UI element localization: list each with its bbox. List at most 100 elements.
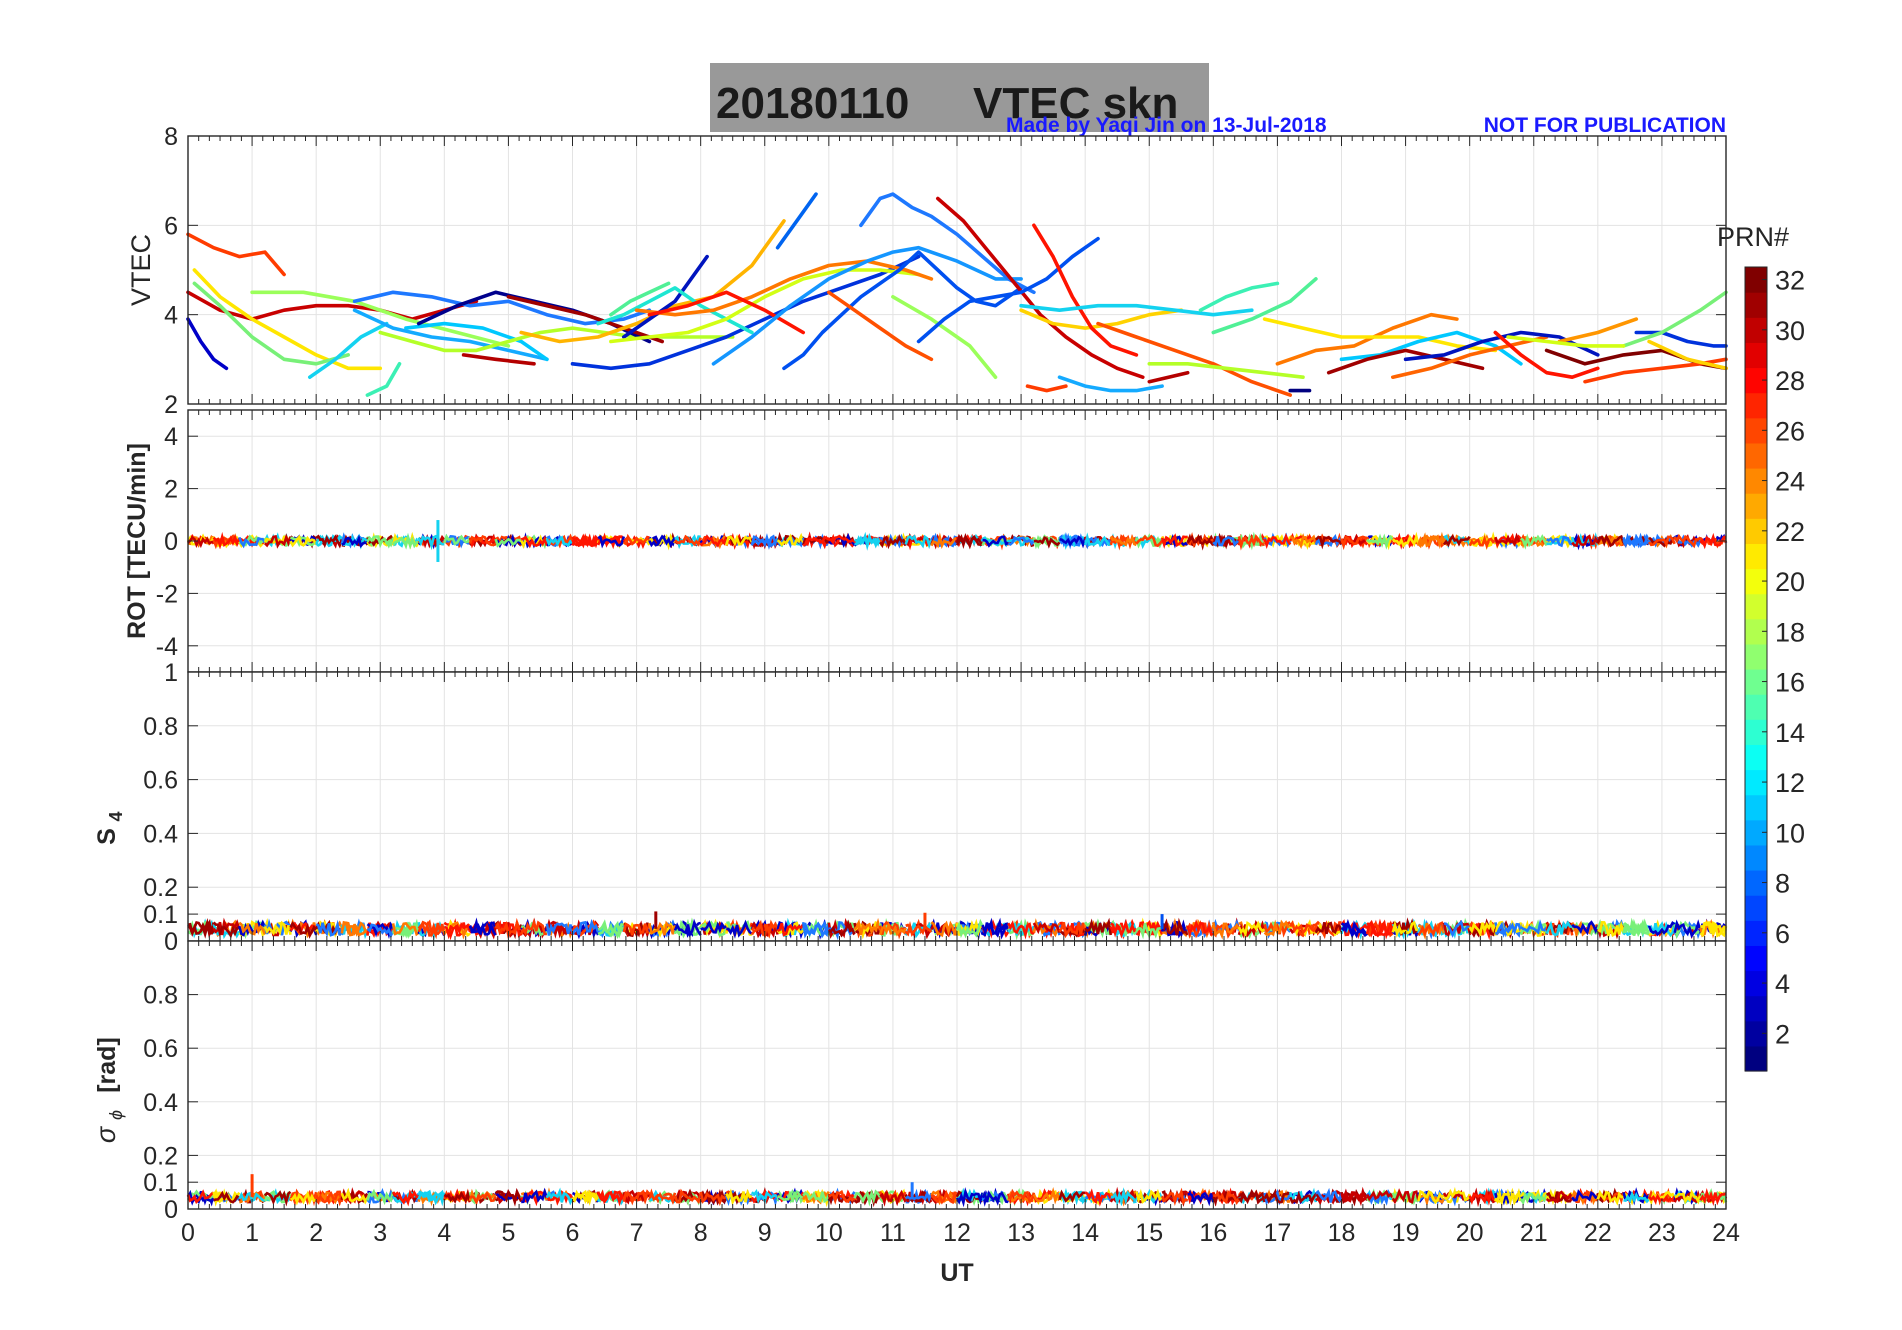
x-tick-label: 24	[1712, 1219, 1740, 1247]
noise-trace	[1545, 920, 1573, 937]
noise-trace	[1520, 533, 1548, 550]
colorbar-swatch	[1745, 744, 1767, 771]
noise-trace	[673, 918, 702, 938]
vtec-series-prn-12	[307, 321, 389, 380]
x-tick-label: 1	[245, 1219, 259, 1247]
noise-trace	[725, 534, 754, 547]
noise-trace	[1673, 920, 1701, 940]
noise-trace	[828, 921, 856, 941]
vtec-series-prn-26	[1096, 321, 1292, 397]
noise-trace	[1468, 919, 1497, 938]
vtec-series-prn-17	[891, 294, 998, 380]
noise-trace	[1571, 534, 1599, 548]
noise-trace	[904, 534, 933, 550]
vtec-series-prn-30	[1326, 348, 1485, 375]
noise-trace	[1033, 536, 1061, 549]
noise-trace	[879, 1189, 907, 1207]
noise-trace	[1623, 533, 1650, 549]
vtec-series-prn-19	[609, 268, 921, 344]
noise-trace	[1365, 1189, 1394, 1202]
noise-trace	[494, 1191, 522, 1202]
noise-trace	[751, 533, 779, 551]
colorbar-swatch	[1745, 694, 1767, 720]
colorbar-swatch	[1745, 1020, 1767, 1047]
vtec-series-prn-7	[775, 192, 818, 250]
noise-trace	[1391, 531, 1420, 548]
noise-trace	[930, 1189, 959, 1205]
noise-trace	[1007, 1188, 1036, 1203]
noise-trace	[623, 922, 651, 938]
y-axis-label: VTEC	[126, 234, 156, 306]
noise-trace	[1110, 918, 1138, 939]
noise-trace	[315, 534, 344, 549]
noise-trace	[1494, 532, 1522, 547]
noise-trace	[1520, 919, 1548, 935]
noise-trace	[725, 532, 754, 550]
noise-trace	[1469, 1187, 1496, 1208]
x-tick-label: 22	[1584, 1219, 1612, 1247]
noise-trace	[545, 921, 574, 939]
panel-rot: -4 -2 0 2 4 ROT [TECU/min]	[123, 409, 1728, 673]
noise-trace	[1468, 1187, 1496, 1206]
noise-trace	[289, 920, 318, 939]
colorbar-swatch	[1745, 669, 1767, 695]
noise-trace	[1314, 534, 1343, 548]
noise-trace	[905, 1189, 933, 1203]
noise-trace	[597, 919, 625, 939]
vtec-series-prn-21	[1647, 339, 1728, 371]
vtec-series-prn-26	[826, 290, 934, 362]
noise-trace	[1083, 532, 1111, 548]
noise-trace	[520, 1189, 549, 1207]
y-tick-label: 0	[164, 928, 178, 956]
noise-trace	[1315, 1187, 1343, 1203]
noise-trace	[622, 922, 651, 936]
noise-trace	[1212, 532, 1240, 550]
vtec-series-prn-9	[711, 245, 1023, 366]
noise-trace	[726, 919, 753, 939]
noise-trace	[263, 533, 292, 549]
vtec-series-prn-31	[186, 290, 479, 321]
noise-trace	[955, 533, 984, 550]
vtec-series-prn-10	[1057, 375, 1164, 393]
y-tick-label: 0.8	[143, 982, 178, 1010]
y-tick-label: 0.2	[143, 874, 178, 902]
notice-text: NOT FOR PUBLICATION	[1484, 114, 1726, 137]
noise-trace	[1417, 1189, 1445, 1205]
noise-trace	[521, 1187, 549, 1205]
noise-trace	[930, 532, 958, 550]
y-tick-label: 0.1	[143, 1169, 178, 1197]
colorbar-tick-label: 26	[1775, 416, 1805, 446]
noise-trace	[1596, 533, 1625, 548]
colorbar-tick-label: 10	[1775, 818, 1805, 848]
noise-trace	[391, 921, 420, 937]
noise-trace	[828, 1189, 856, 1205]
noise-trace	[289, 921, 318, 934]
noise-trace	[1366, 533, 1394, 550]
x-tick-label: 8	[694, 1219, 708, 1247]
noise-trace	[238, 536, 266, 549]
colorbar-swatch	[1745, 1045, 1767, 1072]
noise-trace	[1263, 921, 1291, 938]
colorbar-swatch	[1745, 769, 1767, 796]
noise-trace	[1058, 921, 1087, 939]
x-tick-label: 13	[1007, 1219, 1035, 1247]
vtec-series-prn-17	[250, 290, 511, 348]
title-date: 20180110	[716, 79, 909, 128]
vtec-series-prn-31	[935, 196, 1145, 380]
y-tick-label: 4	[164, 423, 178, 451]
colorbar-swatch	[1745, 719, 1767, 745]
noise-trace	[1545, 1190, 1574, 1204]
noise-trace	[290, 536, 317, 548]
vtec-series-prn-15	[609, 281, 671, 317]
noise-trace	[853, 920, 882, 938]
x-tick-label: 10	[815, 1219, 843, 1247]
noise-trace	[1648, 921, 1676, 938]
panel-vtec: 2 4 6 8 VTEC	[126, 123, 1728, 419]
noise-trace	[879, 534, 907, 550]
title-label: VTEC skn	[973, 79, 1178, 128]
noise-trace	[1032, 922, 1061, 935]
noise-trace	[443, 533, 472, 546]
noise-trace	[725, 1188, 753, 1206]
x-tick-label: 12	[943, 1219, 971, 1247]
noise-trace	[263, 1190, 292, 1207]
